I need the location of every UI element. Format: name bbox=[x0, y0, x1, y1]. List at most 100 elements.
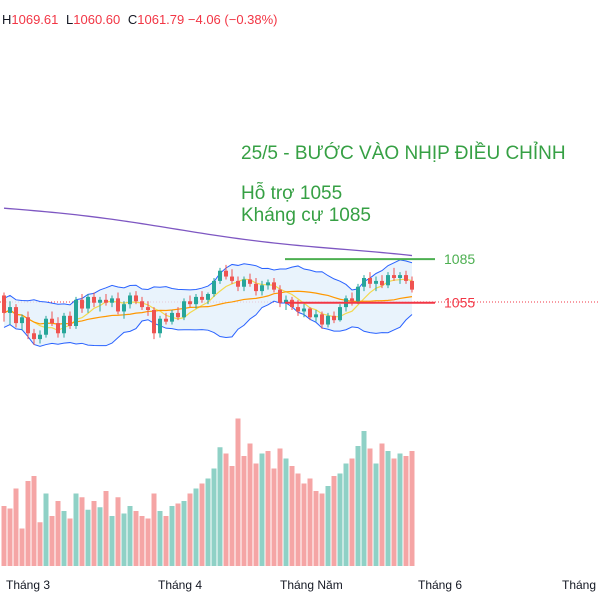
candle-body bbox=[182, 301, 186, 318]
volume-bar bbox=[307, 478, 313, 566]
volume-bar bbox=[163, 516, 169, 566]
candle-body bbox=[284, 299, 288, 303]
volume-bar bbox=[97, 507, 103, 566]
candle-body bbox=[320, 314, 324, 325]
candle-body bbox=[62, 315, 66, 334]
candle-body bbox=[86, 296, 90, 309]
candle-body bbox=[8, 307, 12, 313]
candle-body bbox=[134, 295, 138, 302]
candle-body bbox=[122, 304, 126, 312]
volume-bar bbox=[127, 506, 133, 566]
volume-bar bbox=[187, 493, 193, 566]
close-value: 1061.79 bbox=[137, 12, 185, 27]
volume-series bbox=[1, 418, 415, 566]
volume-bar bbox=[337, 473, 343, 566]
candle-body bbox=[356, 286, 360, 302]
volume-bar bbox=[391, 458, 397, 566]
candle-body bbox=[368, 278, 372, 284]
volume-bar bbox=[313, 491, 319, 566]
volume-bar bbox=[217, 447, 223, 566]
candle-body bbox=[152, 310, 156, 334]
volume-bar bbox=[325, 486, 331, 566]
candle-body bbox=[14, 307, 18, 324]
volume-bar bbox=[379, 443, 385, 566]
candle-body bbox=[110, 298, 114, 303]
volume-bar bbox=[235, 418, 241, 566]
band-upper-line bbox=[3, 259, 413, 306]
change-value: −4.06 (−0.38%) bbox=[187, 12, 278, 27]
candle-body bbox=[206, 294, 210, 300]
candle-body bbox=[146, 307, 150, 310]
candle-body bbox=[326, 315, 330, 325]
volume-bar bbox=[367, 448, 373, 566]
volume-bar bbox=[277, 448, 283, 566]
volume-bar bbox=[67, 518, 73, 566]
volume-bar bbox=[169, 506, 175, 566]
volume-bar bbox=[199, 483, 205, 566]
candle-body bbox=[230, 276, 234, 281]
volume-bar bbox=[409, 451, 415, 566]
high-value: 1069.61 bbox=[11, 12, 59, 27]
x-tick-label: Tháng 4 bbox=[158, 578, 202, 592]
volume-bar bbox=[55, 501, 61, 566]
candle-body bbox=[248, 279, 252, 284]
candle-body bbox=[236, 280, 240, 287]
volume-bar bbox=[13, 488, 19, 566]
level-label: 1055 bbox=[444, 295, 475, 311]
candle-body bbox=[128, 295, 132, 305]
volume-bar bbox=[139, 516, 145, 566]
candle-body bbox=[332, 315, 336, 321]
volume-bar bbox=[181, 501, 187, 566]
volume-bar bbox=[115, 497, 121, 566]
volume-bar bbox=[343, 463, 349, 566]
x-tick-label: Tháng 6 bbox=[418, 578, 462, 592]
volume-bar bbox=[253, 463, 259, 566]
annotation-support: Hỗ trợ 1055 bbox=[241, 183, 343, 204]
candle-body bbox=[104, 299, 108, 303]
volume-bar bbox=[319, 493, 325, 566]
candle-body bbox=[302, 308, 306, 312]
candle-body bbox=[56, 323, 60, 334]
volume-bar bbox=[373, 463, 379, 566]
candle-body bbox=[308, 308, 312, 318]
candle-body bbox=[386, 275, 390, 286]
volume-bar bbox=[289, 466, 295, 566]
volume-bar bbox=[121, 513, 127, 566]
volume-bar bbox=[193, 488, 199, 566]
volume-bar bbox=[301, 483, 307, 566]
volume-bar bbox=[133, 511, 139, 566]
candle-body bbox=[50, 318, 54, 324]
volume-bar bbox=[37, 522, 43, 566]
volume-bar bbox=[271, 468, 277, 566]
candle-body bbox=[272, 282, 276, 290]
candle-body bbox=[38, 334, 42, 340]
volume-bar bbox=[31, 476, 37, 566]
candle-body bbox=[218, 270, 222, 281]
volume-bar bbox=[61, 511, 67, 566]
volume-bar bbox=[397, 453, 403, 566]
candle-body bbox=[188, 301, 192, 305]
candle-body bbox=[278, 289, 282, 303]
candle-body bbox=[398, 275, 402, 278]
candle-body bbox=[68, 315, 72, 326]
candle-body bbox=[44, 318, 48, 335]
volume-bar bbox=[385, 451, 391, 566]
candlestick-series[interactable] bbox=[2, 264, 414, 345]
candle-body bbox=[194, 296, 198, 305]
candle-body bbox=[350, 298, 354, 302]
candle-body bbox=[404, 275, 408, 281]
volume-bar bbox=[241, 456, 247, 566]
candle-body bbox=[338, 307, 342, 321]
candle-body bbox=[266, 282, 270, 286]
volume-bar bbox=[211, 468, 217, 566]
candle-body bbox=[158, 318, 162, 334]
price-levels[interactable]: 1085 1055 bbox=[285, 251, 475, 311]
volume-bar bbox=[49, 516, 55, 566]
annotation-title: 25/5 - BƯỚC VÀO NHỊP ĐIỀU CHỈNH bbox=[241, 143, 566, 164]
candle-body bbox=[224, 270, 228, 277]
candle-body bbox=[200, 296, 204, 300]
volume-bar bbox=[265, 451, 271, 566]
volume-bar bbox=[295, 473, 301, 566]
